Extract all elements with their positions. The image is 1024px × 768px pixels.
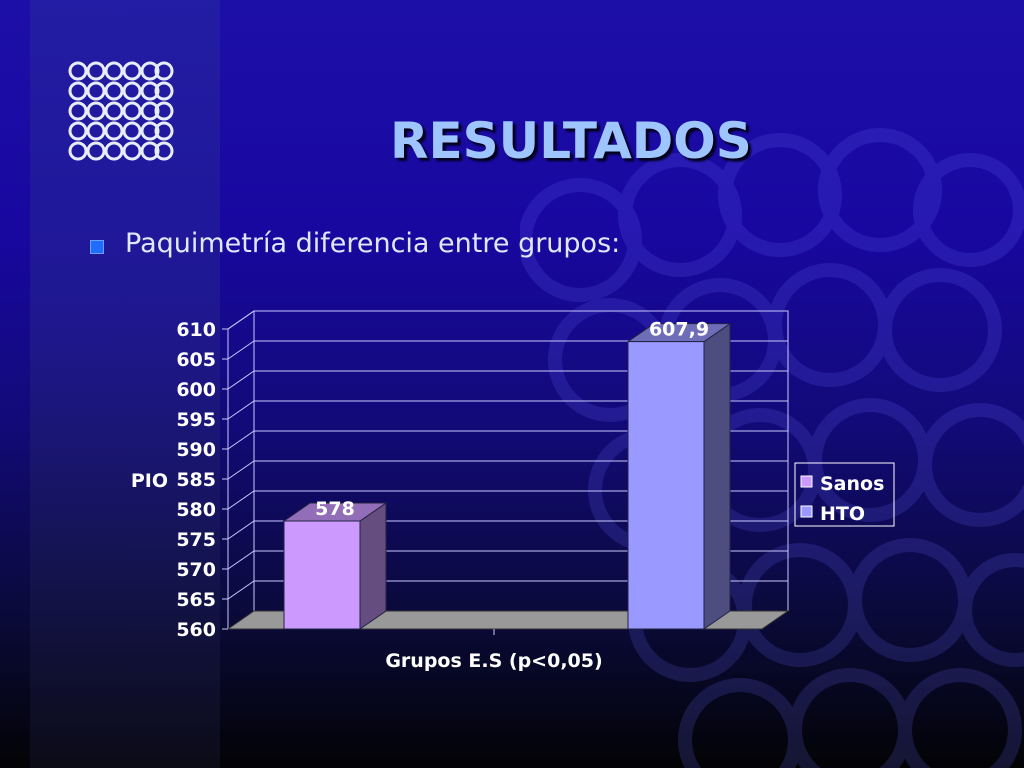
bar-side-hto [703,322,731,630]
logo [68,61,174,161]
legend-label-sanos: Sanos [820,473,884,495]
y-tick-label: 600 [176,379,216,401]
y-tick-label: 590 [176,439,216,461]
bullet-text: Paquimetría diferencia entre grupos: [125,228,621,259]
y-tick-label: 585 [176,469,216,491]
data-labels: 578 607,9 [315,319,709,520]
bar-sanos [283,520,361,630]
y-tick-label: 570 [176,559,216,581]
legend-swatch-hto [800,505,813,518]
back-wall-outline [227,310,789,611]
bar-hto [627,341,705,630]
y-tick-label: 580 [176,499,216,521]
chart-bars [282,322,732,630]
y-tick-label: 610 [176,319,216,341]
x-axis-label: Grupos E.S (p<0,05) [385,650,602,672]
y-axis-ticks: 560 565 570 575 580 585 590 595 600 605 610 [176,319,228,641]
bar-side-sanos [359,502,387,630]
y-tick-label: 605 [176,349,216,371]
data-label-sanos: 578 [315,498,355,520]
y-tick-label: 575 [176,529,216,551]
bullet-square-icon [90,240,104,254]
legend-swatch-sanos [800,475,813,488]
chart-legend: Sanos HTO [794,462,895,527]
data-label-hto: 607,9 [649,319,709,341]
y-tick-label: 560 [176,619,216,641]
y-tick-label: 565 [176,589,216,611]
legend-box [794,462,895,527]
legend-label-hto: HTO [820,503,865,525]
y-tick-label: 595 [176,409,216,431]
y-axis-label: PIO [131,470,168,492]
slide-title: RESULTADOS [390,112,752,170]
